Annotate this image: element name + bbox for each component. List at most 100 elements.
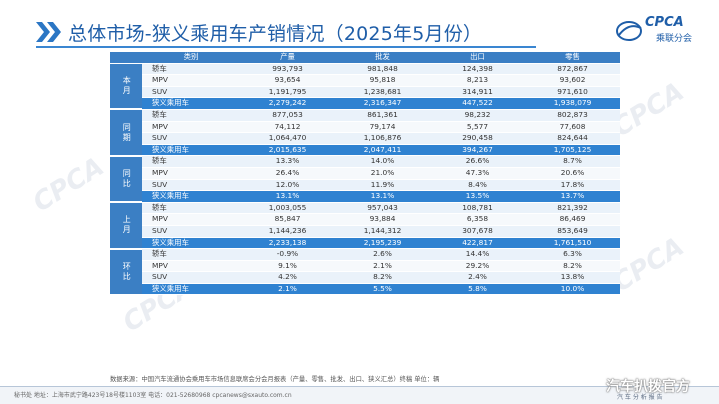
- value-cell: 13.1%: [240, 190, 335, 203]
- value-cell: 93,884: [335, 213, 430, 226]
- vehicle-type-cell: 狭义乘用车: [142, 97, 240, 110]
- vehicle-type-cell: SUV: [142, 271, 240, 284]
- value-cell: 26.6%: [430, 155, 525, 168]
- value-cell: 2,279,242: [240, 97, 335, 110]
- value-cell: 13.1%: [335, 190, 430, 203]
- value-cell: 47.3%: [430, 167, 525, 180]
- table-row: 同期 轿车 877,053 861,361 98,232 802,873: [110, 109, 620, 157]
- value-cell: 1,144,236: [240, 225, 335, 238]
- value-cell: 93,654: [240, 74, 335, 87]
- table-header-row: 类别 产量 批发 出口 零售: [110, 52, 620, 64]
- value-cell: 8.7%: [525, 155, 620, 168]
- table-summary-row: 狭义乘用车 13.1% 13.1% 13.5% 13.7%: [110, 190, 620, 203]
- value-cell: 14.0%: [335, 155, 430, 168]
- title-underline: [36, 46, 536, 48]
- header-cell-wholesale: 批发: [335, 52, 430, 64]
- value-cell: 993,793: [240, 63, 335, 76]
- vehicle-type-cell: 轿车: [142, 155, 240, 168]
- value-cell: 10.0%: [525, 283, 620, 296]
- vehicle-type-cell: 狭义乘用车: [142, 144, 240, 157]
- value-cell: 957,043: [335, 202, 430, 215]
- vehicle-type-cell: 轿车: [142, 202, 240, 215]
- value-cell: 1,761,510: [525, 237, 620, 250]
- table-row: SUV 1,191,795 1,238,681 314,911 971,610: [110, 86, 620, 99]
- value-cell: 853,649: [525, 225, 620, 238]
- value-cell: 95,818: [335, 74, 430, 87]
- value-cell: 2,233,138: [240, 237, 335, 250]
- data-source-note: 数据来源：中国汽车流通协会乘用车市场信息联席会分会月报表（产量、零售、批发、出口…: [110, 376, 440, 383]
- value-cell: 74,112: [240, 121, 335, 134]
- cpca-logo-icon: [616, 21, 642, 41]
- value-cell: 824,644: [525, 132, 620, 145]
- vehicle-type-cell: 狭义乘用车: [142, 237, 240, 250]
- vehicle-type-cell: 轿车: [142, 109, 240, 122]
- value-cell: 124,398: [430, 63, 525, 76]
- table-row: 同比 轿车 13.3% 14.0% 26.6% 8.7%: [110, 155, 620, 204]
- value-cell: 1,003,055: [240, 202, 335, 215]
- value-cell: 8.2%: [525, 260, 620, 273]
- value-cell: 2,316,347: [335, 97, 430, 110]
- value-cell: 108,781: [430, 202, 525, 215]
- value-cell: 2,047,411: [335, 144, 430, 157]
- value-cell: 29.2%: [430, 260, 525, 273]
- value-cell: 13.7%: [525, 190, 620, 203]
- value-cell: 2.1%: [335, 260, 430, 273]
- table-row: MPV 9.1% 2.1% 29.2% 8.2%: [110, 260, 620, 273]
- value-cell: 13.3%: [240, 155, 335, 168]
- header-cell-retail: 零售: [525, 52, 620, 64]
- value-cell: 13.5%: [430, 190, 525, 203]
- chevron-double-icon: [36, 22, 61, 42]
- footer-address: 秘书处 地址：上海市武宁路423号18号楼1103室 电话：021-526809…: [14, 392, 292, 399]
- value-cell: 4.2%: [240, 271, 335, 284]
- vehicle-type-cell: MPV: [142, 74, 240, 87]
- value-cell: 85,847: [240, 213, 335, 226]
- value-cell: 8,213: [430, 74, 525, 87]
- value-cell: 877,053: [240, 109, 335, 122]
- header-cell-type: 类别: [142, 52, 240, 64]
- vehicle-type-cell: MPV: [142, 167, 240, 180]
- value-cell: 17.8%: [525, 179, 620, 192]
- value-cell: 86,469: [525, 213, 620, 226]
- table-summary-row: 狭义乘用车 2.1% 5.5% 5.8% 10.0%: [110, 283, 620, 296]
- table-row: 上月 轿车 1,003,055 957,043 108,781 821,392: [110, 202, 620, 250]
- table-row: SUV 1,144,236 1,144,312 307,678 853,649: [110, 225, 620, 238]
- value-cell: 79,174: [335, 121, 430, 134]
- table-row: MPV 93,654 95,818 8,213 93,602: [110, 74, 620, 87]
- sales-table: 类别 产量 批发 出口 零售 本月 轿车 993,793 981,848 124,398…: [110, 52, 620, 296]
- value-cell: 422,817: [430, 237, 525, 250]
- header-cell-blank: [110, 52, 142, 64]
- vehicle-type-cell: 狭义乘用车: [142, 283, 240, 296]
- table-summary-row: 狭义乘用车 2,015,635 2,047,411 394,267 1,705,125: [110, 144, 620, 157]
- value-cell: 11.9%: [335, 179, 430, 192]
- value-cell: 2,195,239: [335, 237, 430, 250]
- value-cell: 5,577: [430, 121, 525, 134]
- value-cell: 8.4%: [430, 179, 525, 192]
- table-row: 环比 轿车 -0.9% 2.6% 14.4% 6.3%: [110, 248, 620, 296]
- group-label: 同比: [110, 155, 142, 204]
- value-cell: 1,144,312: [335, 225, 430, 238]
- group-label: 上月: [110, 202, 142, 250]
- value-cell: 5.5%: [335, 283, 430, 296]
- value-cell: 6.3%: [525, 248, 620, 261]
- vehicle-type-cell: 轿车: [142, 63, 240, 76]
- value-cell: 981,848: [335, 63, 430, 76]
- header-cell-production: 产量: [240, 52, 335, 64]
- table-row: SUV 12.0% 11.9% 8.4% 17.8%: [110, 179, 620, 192]
- value-cell: 290,458: [430, 132, 525, 145]
- group-label: 本月: [110, 63, 142, 111]
- value-cell: 821,392: [525, 202, 620, 215]
- table-summary-row: 狭义乘用车 2,233,138 2,195,239 422,817 1,761,510: [110, 237, 620, 250]
- value-cell: 6,358: [430, 213, 525, 226]
- value-cell: 8.2%: [335, 271, 430, 284]
- value-cell: 971,610: [525, 86, 620, 99]
- value-cell: 14.4%: [430, 248, 525, 261]
- table-row: MPV 74,112 79,174 5,577 77,608: [110, 121, 620, 134]
- table-summary-row: 狭义乘用车 2,279,242 2,316,347 447,522 1,938,079: [110, 97, 620, 110]
- publisher-watermark: 汽车扒拨官方: [606, 379, 690, 395]
- value-cell: 20.6%: [525, 167, 620, 180]
- group-label: 同期: [110, 109, 142, 157]
- value-cell: 314,911: [430, 86, 525, 99]
- value-cell: 1,238,681: [335, 86, 430, 99]
- header-cell-export: 出口: [430, 52, 525, 64]
